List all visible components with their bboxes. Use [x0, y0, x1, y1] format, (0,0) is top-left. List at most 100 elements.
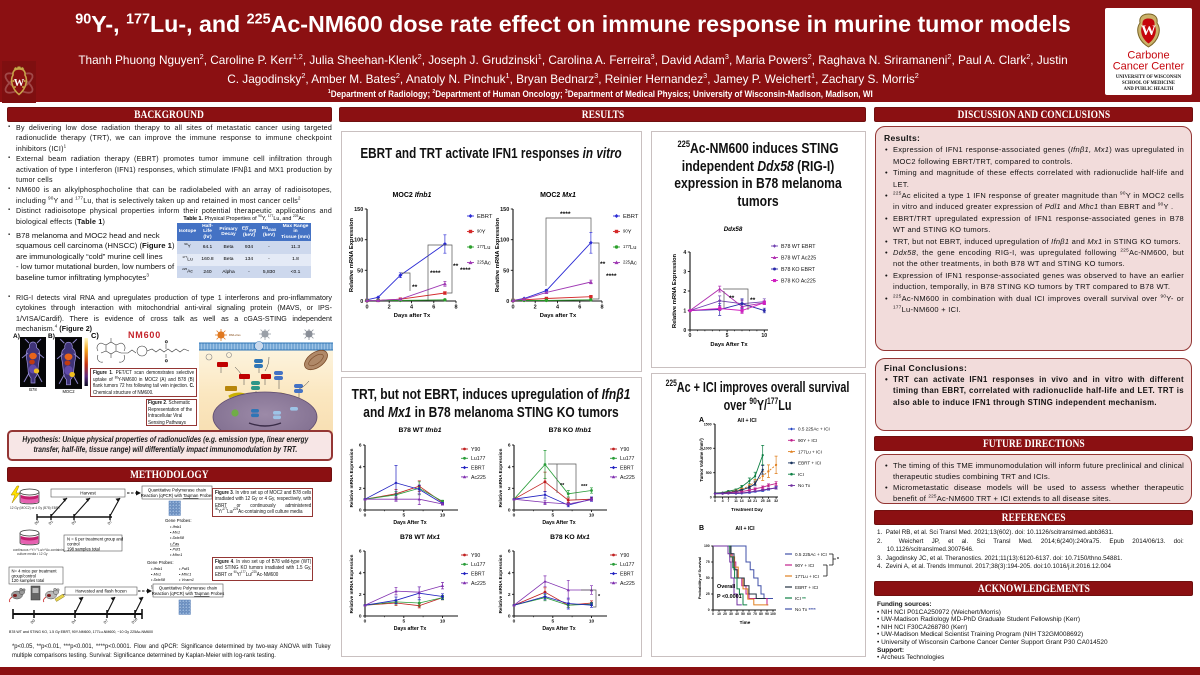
- svg-text:• Fas: • Fas: [170, 541, 179, 546]
- svg-text:177Lu + ICI: 177Lu + ICI: [798, 449, 822, 454]
- svg-text:30: 30: [729, 612, 733, 616]
- svg-text:6: 6: [578, 304, 581, 310]
- svg-text:All + ICI: All + ICI: [737, 418, 757, 424]
- svg-text:120 samples total: 120 samples total: [12, 578, 45, 583]
- svg-text:4: 4: [722, 499, 724, 503]
- svg-text:O: O: [165, 340, 168, 344]
- svg-text:continuous ³⁵Y/¹⁷⁷Lu/²²⁵Ac-con: continuous ³⁵Y/¹⁷⁷Lu/²²⁵Ac-containing: [13, 548, 65, 552]
- svg-text:MOC2 Ifnb1: MOC2 Ifnb1: [393, 192, 432, 199]
- svg-text:D4: D4: [71, 619, 77, 625]
- svg-text:Relative mRNA Expression: Relative mRNA Expression: [672, 253, 678, 328]
- svg-text:60: 60: [747, 612, 751, 616]
- svg-text:• Pdl1: • Pdl1: [179, 566, 190, 571]
- svg-text:90: 90: [765, 612, 769, 616]
- svg-text:0: 0: [710, 495, 712, 499]
- svg-text:5: 5: [402, 513, 405, 519]
- svg-text:Treatment Day: Treatment Day: [731, 507, 763, 512]
- svg-text:Gene Probes:: Gene Probes:: [147, 560, 174, 565]
- svg-text:25: 25: [761, 499, 765, 503]
- svg-text:4: 4: [359, 464, 362, 470]
- svg-text:• Pdl1: • Pdl1: [170, 546, 181, 551]
- svg-text:**: **: [560, 483, 565, 489]
- svg-text:Quantitative Polymerase chain: Quantitative Polymerase chain: [159, 586, 218, 591]
- svg-text:0: 0: [364, 619, 367, 625]
- svg-text:4: 4: [359, 570, 362, 576]
- svg-text:Tumor Volume (mm³): Tumor Volume (mm³): [699, 438, 704, 482]
- svg-text:4: 4: [683, 250, 686, 256]
- svg-text:Days After Tx: Days After Tx: [393, 520, 426, 526]
- svg-text:****: ****: [430, 270, 441, 277]
- svg-text:50: 50: [741, 612, 745, 616]
- svg-text:0: 0: [708, 608, 710, 612]
- svg-text:B78 WT Ac225: B78 WT Ac225: [781, 255, 816, 261]
- svg-text:control: control: [67, 542, 80, 547]
- svg-text:75: 75: [706, 560, 710, 564]
- svg-text:D3: D3: [71, 520, 77, 526]
- svg-text:Days after Tx: Days after Tx: [540, 313, 577, 319]
- svg-text:12 Gy (MOC2) or 4 Gy (B78) EBR: 12 Gy (MOC2) or 4 Gy (B78) EBRT: [10, 506, 60, 510]
- svg-text:Days after Tx: Days after Tx: [394, 626, 427, 632]
- svg-text:1500: 1500: [704, 422, 712, 426]
- svg-text:EBRT: EBRT: [623, 214, 639, 220]
- svg-text:50: 50: [503, 268, 509, 274]
- svg-text:RNA virus: RNA virus: [229, 333, 241, 337]
- svg-text:D10: D10: [131, 617, 138, 624]
- svg-text:Days after Tx: Days after Tx: [394, 313, 431, 319]
- svg-text:Ac225: Ac225: [620, 475, 635, 481]
- svg-text:2: 2: [388, 304, 391, 310]
- svg-text:7: 7: [727, 499, 729, 503]
- svg-text:**: **: [412, 284, 418, 291]
- svg-text:Gene Probes:: Gene Probes:: [165, 518, 192, 523]
- svg-text:Cancer Center: Cancer Center: [1113, 61, 1185, 73]
- svg-text:0: 0: [689, 333, 692, 339]
- svg-text:5: 5: [551, 619, 554, 625]
- svg-text:***: ***: [581, 484, 588, 490]
- svg-text:0: 0: [506, 299, 509, 305]
- svg-text:Relative mRNA Expression: Relative mRNA Expression: [495, 217, 501, 292]
- svg-text:D7: D7: [107, 520, 113, 526]
- svg-text:21: 21: [753, 499, 757, 503]
- svg-text:D7: D7: [103, 619, 109, 625]
- svg-text:Relative mRNA Expression: Relative mRNA Expression: [349, 448, 354, 507]
- svg-text:B78 WT and STING KO, 1.5 Gy EB: B78 WT and STING KO, 1.5 Gy EBRT, 90Y-NM…: [9, 630, 153, 634]
- svg-text:O: O: [165, 359, 168, 363]
- svg-text:0: 0: [364, 513, 367, 519]
- svg-text:**: **: [729, 295, 735, 302]
- svg-text:EBRT: EBRT: [477, 214, 493, 220]
- svg-text:SCHOOL OF MEDICINE: SCHOOL OF MEDICINE: [1122, 81, 1175, 86]
- svg-text:ICI **: ICI **: [795, 596, 806, 601]
- svg-text:3: 3: [683, 269, 686, 275]
- svg-text:• Ifnb1: • Ifnb1: [170, 524, 181, 529]
- svg-text:EBRT: EBRT: [471, 466, 486, 472]
- svg-text:6: 6: [359, 549, 362, 555]
- svg-text:177Lu: 177Lu: [477, 244, 490, 251]
- svg-text:8: 8: [454, 304, 457, 310]
- svg-text:10: 10: [761, 333, 767, 339]
- svg-text:UNIVERSITY OF WISCONSIN: UNIVERSITY OF WISCONSIN: [1116, 75, 1182, 80]
- svg-text:1: 1: [683, 308, 686, 314]
- svg-text:• Mhc1: • Mhc1: [179, 572, 191, 577]
- svg-text:D1: D1: [48, 520, 54, 526]
- svg-text:**: **: [750, 297, 756, 304]
- svg-text:Lu177: Lu177: [620, 456, 635, 462]
- svg-text:AND PUBLIC HEALTH: AND PUBLIC HEALTH: [1124, 87, 1174, 92]
- svg-text:50: 50: [706, 576, 710, 580]
- svg-text:Ddx58: Ddx58: [724, 226, 743, 233]
- svg-text:Ac225: Ac225: [620, 581, 635, 587]
- svg-text:Relative mRNA Expression: Relative mRNA Expression: [498, 554, 503, 613]
- svg-text:W: W: [1141, 23, 1156, 39]
- svg-text:28: 28: [767, 499, 771, 503]
- svg-text:Y90: Y90: [620, 447, 629, 453]
- svg-text:Days After Tx: Days After Tx: [710, 342, 748, 348]
- svg-text:D0: D0: [34, 520, 40, 526]
- svg-text:0: 0: [513, 513, 516, 519]
- svg-text:10: 10: [440, 619, 446, 625]
- svg-text:Reaction (qPCR) with Taqman Pr: Reaction (qPCR) with Taqman Probes: [152, 591, 225, 596]
- svg-text:*: *: [598, 594, 601, 600]
- svg-text:Relative mRNA Expression: Relative mRNA Expression: [498, 448, 503, 507]
- svg-text:Quantitative Polymerase chain: Quantitative Polymerase chain: [148, 488, 207, 493]
- svg-text:80: 80: [759, 612, 763, 616]
- svg-text:Y90: Y90: [471, 553, 480, 559]
- svg-text:100: 100: [354, 238, 363, 244]
- svg-text:Probability of Survival: Probability of Survival: [697, 557, 702, 599]
